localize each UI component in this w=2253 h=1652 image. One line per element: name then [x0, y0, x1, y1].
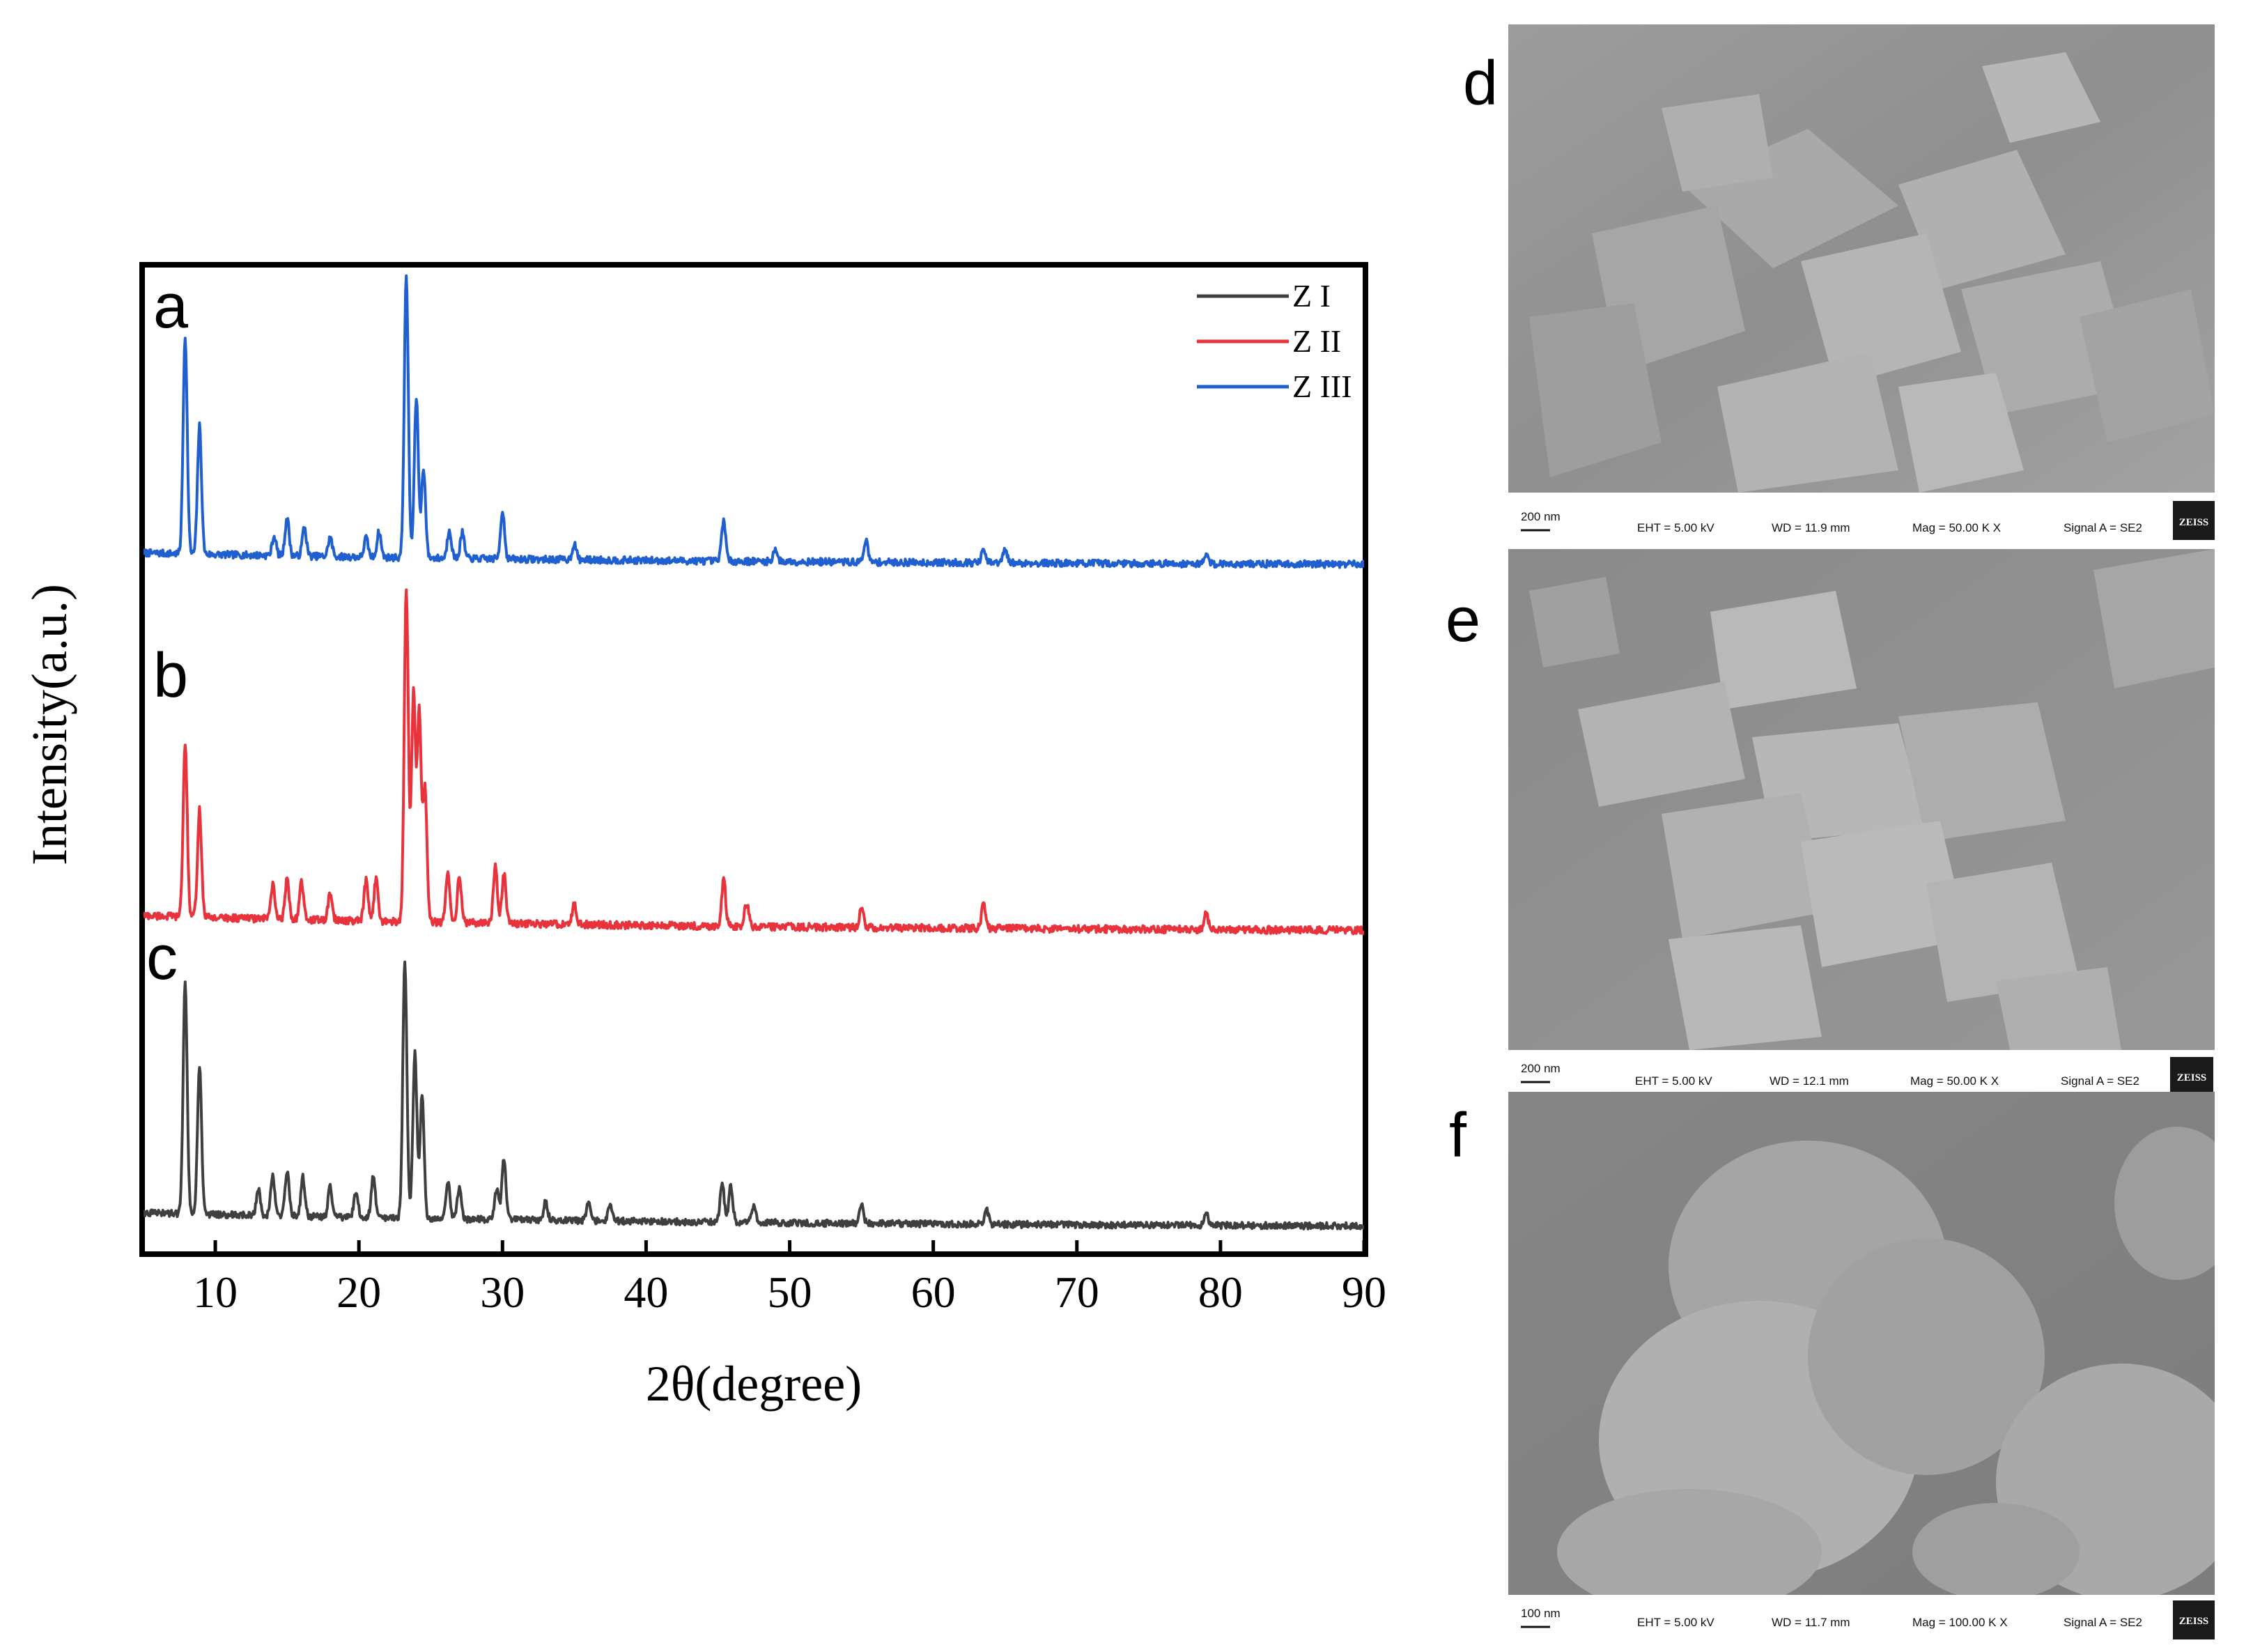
sem-mag-d: Mag = 50.00 K X — [1912, 521, 2001, 534]
sem-wd-e: WD = 12.1 mm — [1770, 1074, 1849, 1088]
sem-eht-f: EHT = 5.00 kV — [1637, 1616, 1714, 1629]
series-line-c — [144, 960, 1364, 1230]
legend: Z I Z II Z III — [1197, 278, 1352, 404]
x-tick-label: 80 — [1198, 1267, 1243, 1317]
sem-label-d: d — [1463, 49, 1498, 118]
zeiss-logo-e — [2170, 1057, 2213, 1096]
sem-wd-f: WD = 11.7 mm — [1772, 1616, 1850, 1629]
x-tick-label: 70 — [1055, 1267, 1099, 1317]
sem-panel-f: f 100 nm EHT = 5.00 kV WD = 11.7 mm Mag … — [1449, 1092, 2215, 1652]
plot-frame — [139, 262, 1368, 1257]
sem-eht-e: EHT = 5.00 kV — [1635, 1074, 1712, 1088]
sem-scale-d: 200 nm — [1521, 510, 1561, 523]
sem-signal-e: Signal A = SE2 — [2061, 1074, 2139, 1088]
zeiss-logo-f — [2173, 1600, 2215, 1639]
x-tick-label: 90 — [1342, 1267, 1386, 1317]
sem-signal-d: Signal A = SE2 — [2064, 521, 2142, 534]
xrd-chart: 10 20 30 40 50 60 70 80 90 a b c Z I Z II Z III … — [22, 262, 1386, 1412]
sem-databar-d: 200 nm EHT = 5.00 kV WD = 11.9 mm Mag = … — [1508, 493, 2215, 548]
sem-mag-f: Mag = 100.00 K X — [1912, 1616, 2008, 1629]
x-ticks: 10 20 30 40 50 60 70 80 90 — [193, 1240, 1386, 1317]
sem-scale-e: 200 nm — [1521, 1062, 1561, 1075]
x-tick-label: 10 — [193, 1267, 238, 1317]
series-line-b — [144, 588, 1364, 936]
sem-databar-f: 100 nm EHT = 5.00 kV WD = 11.7 mm Mag = … — [1508, 1595, 2215, 1652]
sem-label-f: f — [1449, 1101, 1467, 1171]
panel-label-a: a — [153, 272, 189, 341]
sem-wd-d: WD = 11.9 mm — [1772, 521, 1850, 534]
series-layer — [144, 274, 1364, 1230]
panel-label-c: c — [146, 923, 178, 993]
zeiss-logo-text-d: ZEISS — [2179, 517, 2209, 528]
sem-image-d — [1508, 24, 2215, 493]
series-line-a — [144, 274, 1364, 569]
zeiss-logo-text-e: ZEISS — [2177, 1072, 2207, 1083]
sem-scale-f: 100 nm — [1521, 1607, 1561, 1620]
legend-label-z3: Z III — [1292, 369, 1352, 404]
x-tick-label: 20 — [336, 1267, 381, 1317]
sem-panel-e: e 200 nm EHT = 5.00 kV WD = 12.1 mm Mag … — [1446, 549, 2215, 1107]
sem-panel-d: d 200 nm EHT = 5.00 kV WD = 11.9 mm Mag … — [1463, 24, 2215, 548]
panel-label-b: b — [153, 641, 188, 711]
sem-image-e — [1508, 549, 2215, 1050]
sem-mag-e: Mag = 50.00 K X — [1910, 1074, 1999, 1088]
legend-label-z2: Z II — [1292, 323, 1341, 359]
zeiss-logo-text-f: ZEISS — [2179, 1616, 2209, 1627]
sem-signal-f: Signal A = SE2 — [2064, 1616, 2142, 1629]
sem-image-f — [1508, 1092, 2215, 1595]
x-tick-label: 60 — [911, 1267, 956, 1317]
x-tick-label: 30 — [480, 1267, 525, 1317]
legend-label-z1: Z I — [1292, 278, 1331, 314]
sem-label-e: e — [1446, 585, 1480, 655]
y-axis-label: Intensity(a.u.) — [22, 584, 77, 865]
x-axis-label: 2θ(degree) — [646, 1356, 862, 1412]
x-tick-label: 50 — [768, 1267, 812, 1317]
sem-eht-d: EHT = 5.00 kV — [1637, 521, 1714, 534]
zeiss-logo-d — [2173, 501, 2215, 540]
x-tick-label: 40 — [624, 1267, 668, 1317]
